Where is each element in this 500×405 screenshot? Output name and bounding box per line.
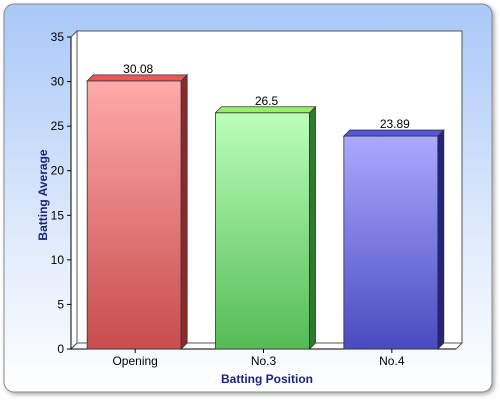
bar-side-face [309, 105, 316, 350]
x-axis-title: Batting Position [221, 372, 313, 386]
bar-no-3 [215, 112, 310, 350]
bar-top-face [342, 129, 445, 137]
y-tick-label: 15 [51, 208, 65, 222]
bar-side-face [180, 73, 188, 350]
bar-value-label: 23.89 [380, 117, 410, 131]
y-tick-label: 20 [51, 164, 65, 178]
y-tick-label: 5 [57, 297, 64, 311]
y-tick-label: 25 [51, 119, 65, 133]
bar-value-label: 30.08 [123, 62, 153, 76]
x-tick-label: No.4 [379, 354, 405, 368]
x-tick-label: Opening [112, 354, 157, 368]
y-tick-label: 10 [51, 253, 65, 267]
bar-value-label: 26.5 [255, 94, 279, 108]
y-axis-ticks: 0 5 10 15 20 25 30 35 [51, 30, 71, 356]
y-tick-label: 35 [51, 30, 65, 44]
bar-top-face [86, 74, 189, 82]
plot-left-wall [70, 29, 78, 351]
x-tick-label: No.3 [251, 354, 277, 368]
x-axis-ticks: Opening No.3 No.4 [112, 349, 405, 368]
bars: 30.08 26.5 23.89 [86, 62, 445, 350]
bar-top-face [214, 106, 317, 114]
bar-opening [86, 80, 182, 350]
bar-no-4 [343, 135, 439, 350]
y-axis-title: Batting Average [36, 149, 50, 240]
y-tick-label: 0 [57, 342, 64, 356]
y-tick-label: 30 [51, 75, 65, 89]
bar-side-face [437, 129, 445, 350]
